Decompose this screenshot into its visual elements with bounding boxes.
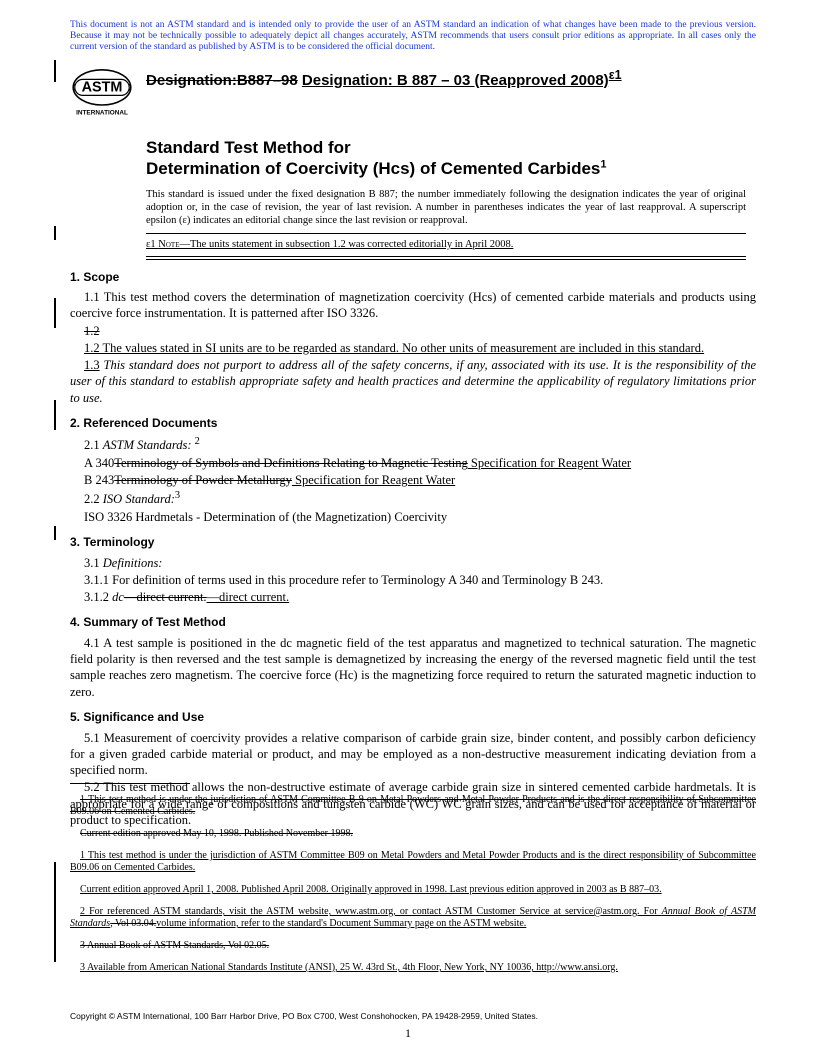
para-3-1-label: Definitions: (103, 556, 163, 570)
title-block: Standard Test Method for Determination o… (146, 137, 756, 180)
ref-a340: A 340Terminology of Symbols and Definiti… (70, 455, 756, 471)
ref-b243-old: Terminology of Powder Metallurgy (114, 473, 292, 487)
para-2-1: 2.1 ASTM Standards: 2 (70, 435, 756, 453)
change-bar (54, 60, 56, 82)
designation-block: Designation:B887–98 Designation: B 887 –… (146, 65, 756, 91)
footnotes: 1 This test method is under the jurisdic… (70, 783, 756, 984)
para-1-3: 1.3 This standard does not purport to ad… (70, 357, 756, 406)
change-bar (54, 862, 56, 962)
ref-a340-new: Specification for Reagent Water (468, 456, 631, 470)
epsilon-note: ε1 Note—The units statement in subsectio… (146, 236, 746, 254)
section-head-summary: 4. Summary of Test Method (70, 615, 756, 631)
svg-text:INTERNATIONAL: INTERNATIONAL (76, 109, 128, 116)
para-1-2-old: 1.2 (70, 323, 756, 339)
footnote-3-old: 3 Annual Book of ASTM Standards, Vol 02.… (70, 940, 756, 952)
ref-iso3326: ISO 3326 Hardmetals - Determination of (… (70, 509, 756, 525)
ref-a340-id: A 340 (84, 456, 114, 470)
section-head-sig: 5. Significance and Use (70, 710, 756, 726)
designation-new: Designation: B 887 – 03 (Reapproved 2008… (302, 72, 609, 89)
para-3-1-2-term: dc (112, 590, 124, 604)
section-head-term: 3. Terminology (70, 535, 756, 551)
footnote-2-new: volume information, refer to the standar… (156, 918, 526, 929)
para-1-3-num: 1.3 (84, 358, 100, 372)
ref-b243: B 243Terminology of Powder Metallurgy Sp… (70, 472, 756, 488)
title-line2: Determination of Coercivity (Hcs) of Cem… (146, 159, 600, 178)
page: This document is not an ASTM standard an… (0, 0, 816, 1056)
designation-old-num: B887–98 (237, 72, 298, 89)
para-2-2-sup: 3 (175, 490, 180, 501)
change-bar (54, 526, 56, 540)
footnote-2a: 2 For referenced ASTM standards, visit t… (80, 906, 662, 917)
rule-double (146, 256, 746, 260)
footnote-1-new1: 1 This test method is under the jurisdic… (70, 850, 756, 874)
para-3-1-2: 3.1.2 dc—direct current.—direct current. (70, 589, 756, 605)
epsilon-note-wrap: ε1 Note—The units statement in subsectio… (146, 233, 746, 260)
footnote-2-old: , Vol 03.04. (110, 918, 156, 929)
para-3-1: 3.1 Definitions: (70, 555, 756, 571)
ref-a340-old: Terminology of Symbols and Definitions R… (114, 456, 468, 470)
para-5-1: 5.1 Measurement of coercivity provides a… (70, 730, 756, 779)
section-head-scope: 1. Scope (70, 270, 756, 286)
title-line1: Standard Test Method for (146, 138, 351, 157)
eps-prefix: ε1 (146, 239, 158, 250)
footnote-1-old: 1 This test method is under the jurisdic… (70, 794, 756, 818)
para-1-3-body: This standard does not purport to addres… (70, 358, 756, 405)
footnote-3-new: 3 Available from American National Stand… (70, 962, 756, 974)
title-sup: 1 (600, 159, 606, 171)
rule (146, 233, 746, 234)
footnote-rule (70, 783, 190, 784)
designation-line: Designation:B887–98 Designation: B 887 –… (146, 67, 756, 91)
designation-old-label: Designation: (146, 72, 237, 89)
page-number: 1 (0, 1026, 816, 1042)
section-head-ref: 2. Referenced Documents (70, 416, 756, 432)
para-3-1-2-new: —direct current. (207, 590, 290, 604)
footnote-1-new2: Current edition approved April 1, 2008. … (70, 884, 756, 896)
copyright-line: Copyright © ASTM International, 100 Barr… (70, 1011, 756, 1022)
para-3-1-2-old: —direct current. (124, 590, 207, 604)
eps-label: Note (158, 239, 179, 250)
disclaimer-text: This document is not an ASTM standard an… (70, 20, 756, 53)
change-bar (54, 400, 56, 430)
para-4-1: 4.1 A test sample is positioned in the d… (70, 635, 756, 700)
ref-b243-id: B 243 (84, 473, 114, 487)
svg-text:ASTM: ASTM (82, 79, 123, 95)
eps-text: —The units statement in subsection 1.2 w… (180, 239, 514, 250)
para-3-1-num: 3.1 (84, 556, 103, 570)
para-2-2: 2.2 ISO Standard:3 (70, 489, 756, 507)
para-2-2-num: 2.2 (84, 493, 103, 507)
change-bar (54, 298, 56, 328)
para-2-1-sup: 2 (195, 436, 200, 447)
change-bar (54, 226, 56, 240)
issuance-note: This standard is issued under the fixed … (146, 188, 746, 227)
para-3-1-1: 3.1.1 For definition of terms used in th… (70, 572, 756, 588)
para-2-2-label: ISO Standard: (103, 493, 175, 507)
footnote-2: 2 For referenced ASTM standards, visit t… (70, 906, 756, 930)
astm-logo: ASTM INTERNATIONAL (70, 65, 134, 125)
ref-b243-new: Specification for Reagent Water (292, 473, 455, 487)
footnote-1-old2: Current edition approved May 10, 1998. P… (70, 828, 756, 840)
para-3-1-2-num: 3.1.2 (84, 590, 112, 604)
designation-epsilon: ε1 (609, 68, 622, 82)
standard-title: Standard Test Method for Determination o… (146, 137, 756, 180)
header-row: ASTM INTERNATIONAL Designation:B887–98 D… (70, 65, 756, 125)
para-1-1: 1.1 This test method covers the determin… (70, 289, 756, 322)
para-2-1-num: 2.1 (84, 439, 103, 453)
para-2-1-label: ASTM Standards: (103, 439, 195, 453)
para-1-2-new: 1.2 The values stated in SI units are to… (70, 340, 756, 356)
